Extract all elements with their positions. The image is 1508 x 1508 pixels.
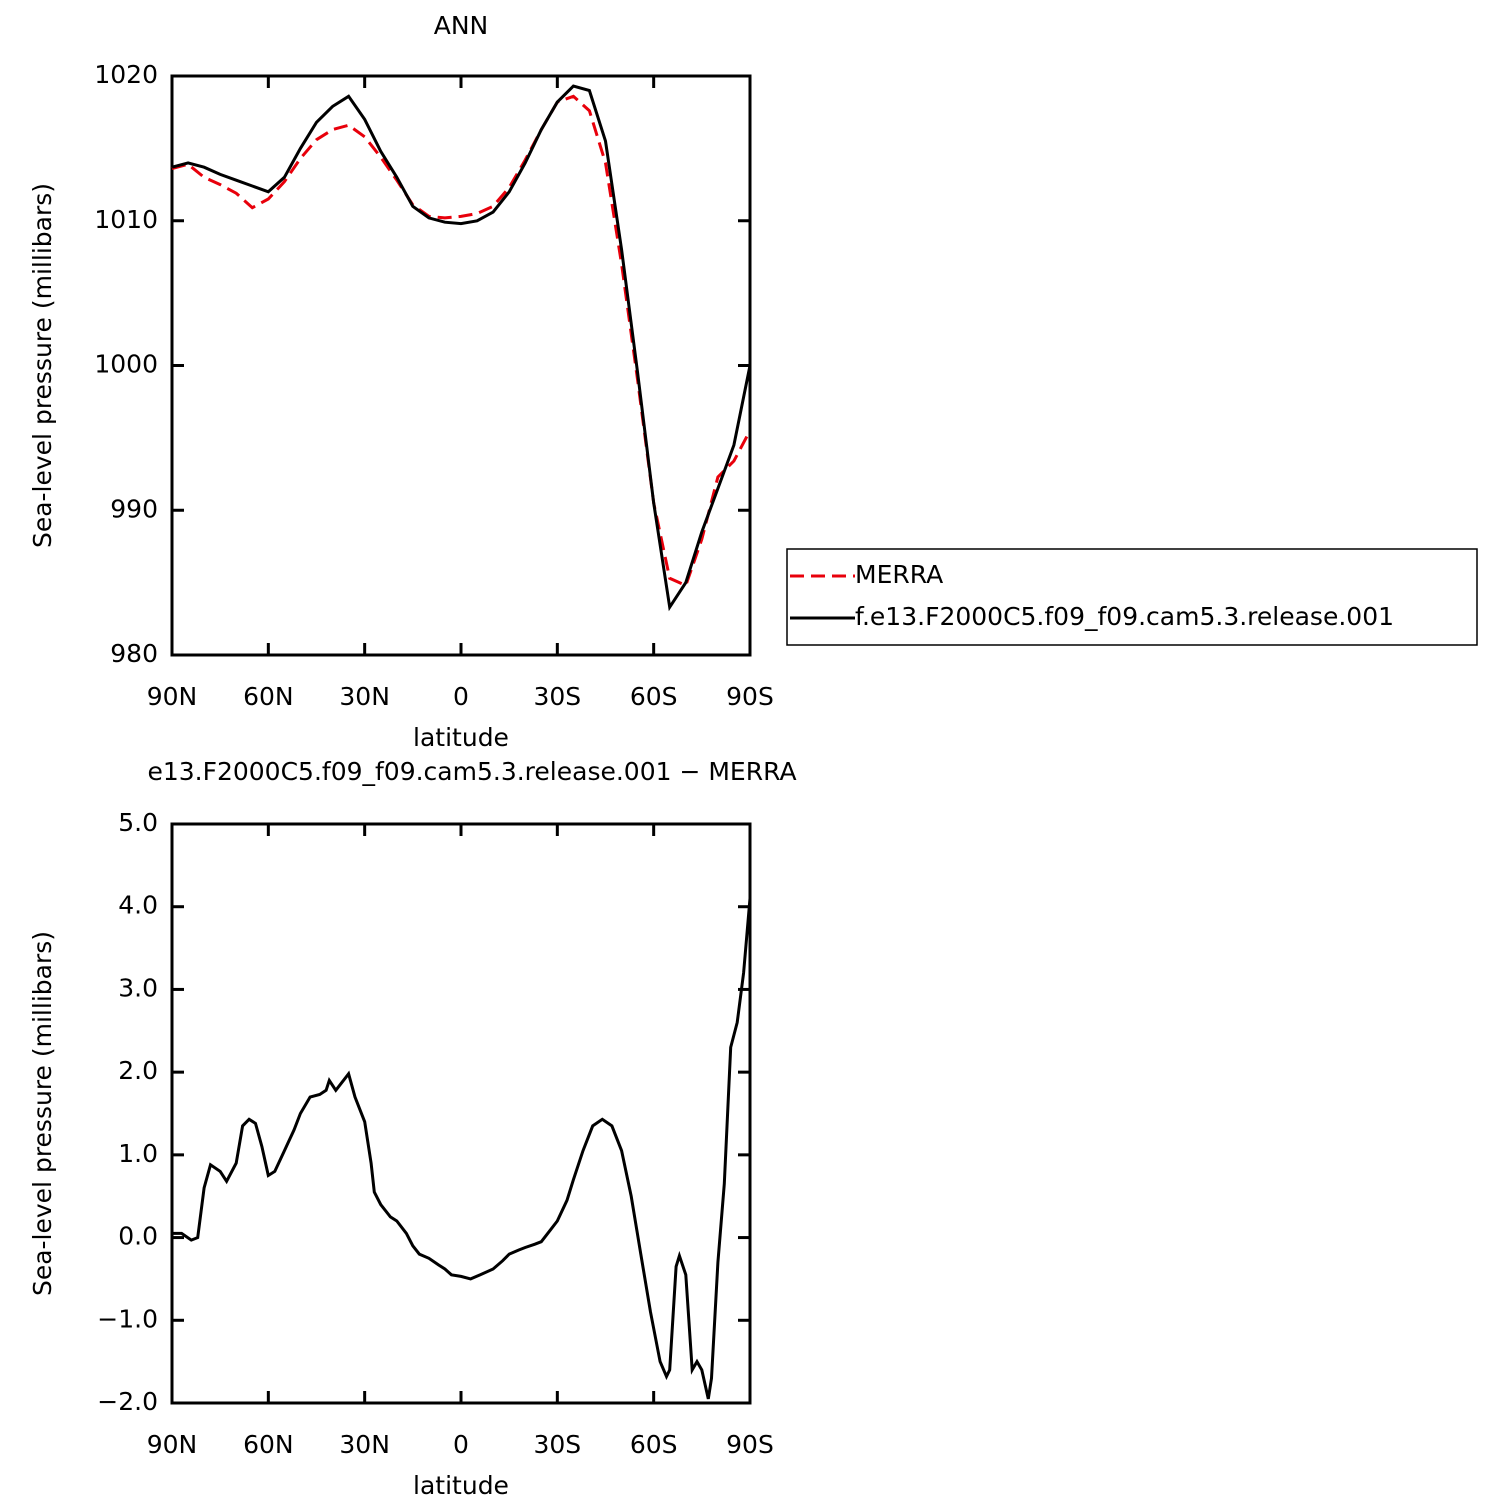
plot-frame	[170, 822, 752, 1405]
y-tick-label: 5.0	[118, 808, 158, 837]
x-tick-label: 60N	[243, 682, 294, 711]
x-tick-label: 60N	[243, 1430, 294, 1459]
y-tick-label: 0.0	[118, 1222, 158, 1251]
y-tick-label: 1010	[94, 205, 158, 234]
data-line	[171, 84, 752, 612]
y-axis-label: Sea-level pressure (millibars)	[28, 931, 57, 1296]
y-tick-label: 4.0	[118, 891, 158, 920]
x-tick-label: 30N	[339, 682, 390, 711]
x-tick-label: 90S	[726, 682, 774, 711]
data-line	[171, 94, 752, 588]
y-tick-label: −1.0	[97, 1304, 158, 1333]
legend-box	[786, 548, 1478, 646]
legend-label: MERRA	[855, 560, 943, 589]
x-tick-label: 90S	[726, 1430, 774, 1459]
x-tick-label: 60S	[630, 1430, 678, 1459]
x-tick-label: 30S	[533, 682, 581, 711]
y-tick-label: 990	[110, 494, 158, 523]
x-axis-label: latitude	[413, 1471, 509, 1500]
y-tick-label: 1.0	[118, 1139, 158, 1168]
x-axis-label: latitude	[413, 723, 509, 752]
x-tick-label: 30N	[339, 1430, 390, 1459]
chart-title: ANN	[434, 11, 489, 40]
y-tick-label: −2.0	[97, 1387, 158, 1416]
x-tick-label: 90N	[147, 682, 198, 711]
y-tick-label: 980	[110, 639, 158, 668]
y-tick-label: 1020	[94, 60, 158, 89]
y-tick-label: 1000	[94, 350, 158, 379]
x-tick-label: 0	[453, 1430, 469, 1459]
chart-title: e13.F2000C5.f09_f09.cam5.3.release.001 −…	[147, 757, 796, 786]
data-line	[172, 898, 752, 1400]
legend-label: f.e13.F2000C5.f09_f09.cam5.3.release.001	[855, 602, 1394, 631]
y-axis-label: Sea-level pressure (millibars)	[28, 183, 57, 548]
x-tick-label: 90N	[147, 1430, 198, 1459]
x-tick-label: 60S	[630, 682, 678, 711]
x-tick-label: 30S	[533, 1430, 581, 1459]
x-tick-label: 0	[453, 682, 469, 711]
y-tick-label: 3.0	[118, 973, 158, 1002]
y-tick-label: 2.0	[118, 1056, 158, 1085]
